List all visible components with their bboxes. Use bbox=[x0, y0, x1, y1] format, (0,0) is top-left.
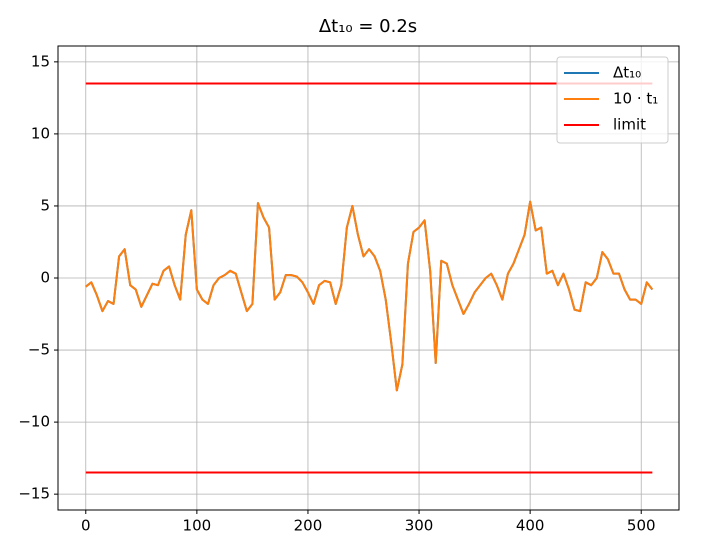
x-tick-label: 400 bbox=[516, 517, 545, 535]
x-tick-label: 500 bbox=[627, 517, 656, 535]
series-line bbox=[85, 200, 654, 392]
series-line bbox=[85, 200, 654, 392]
y-tick-label: −15 bbox=[18, 485, 50, 503]
legend-box bbox=[556, 56, 669, 144]
legend: Δt₁₀ 10 · t₁ limit bbox=[556, 56, 669, 144]
chart-title: Δt₁₀ = 0.2s bbox=[319, 16, 417, 37]
y-tick-label: 5 bbox=[40, 196, 50, 214]
legend-label: Δt₁₀ bbox=[613, 64, 641, 82]
y-tick-label: 15 bbox=[31, 52, 50, 70]
y-tick-label: −10 bbox=[18, 413, 50, 431]
x-tick-label: 0 bbox=[81, 517, 91, 535]
y-tick-label: 0 bbox=[40, 269, 50, 287]
legend-label: 10 · t₁ bbox=[613, 90, 658, 108]
x-tick-label: 200 bbox=[294, 517, 323, 535]
x-tick-label: 100 bbox=[183, 517, 212, 535]
legend-label: limit bbox=[613, 116, 646, 134]
y-tick-label: 10 bbox=[31, 124, 50, 142]
x-tick-label: 300 bbox=[405, 517, 434, 535]
y-tick-label: −5 bbox=[28, 341, 50, 359]
plot-frame bbox=[57, 45, 680, 511]
